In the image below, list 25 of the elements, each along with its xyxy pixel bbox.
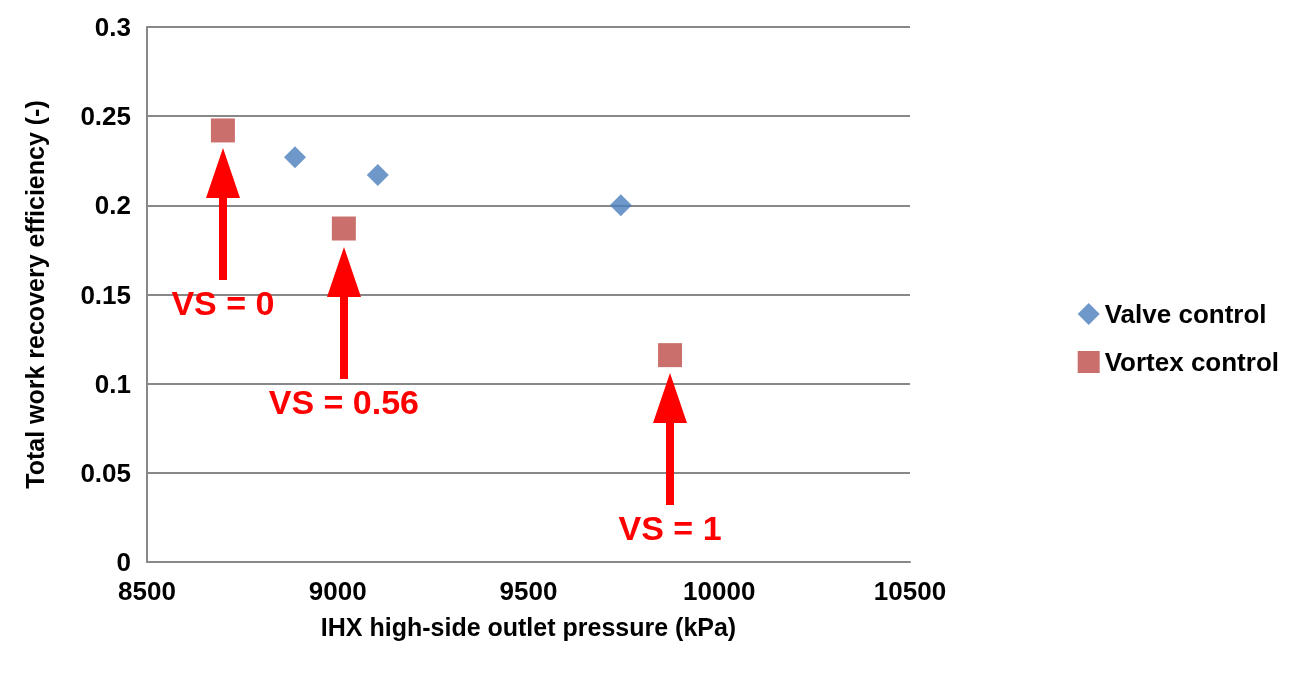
x-tick-label: 9000	[308, 576, 367, 606]
x-tick-label: 9500	[499, 576, 558, 606]
annotation: VS = 0	[171, 284, 275, 324]
y-tick-label: 0.2	[94, 190, 131, 221]
point	[210, 118, 235, 143]
annotation: VS = 0.56	[268, 382, 419, 422]
x-axis-title: IHX high-side outlet pressure (kPa)	[320, 612, 737, 641]
x-tick-label: 8500	[118, 576, 176, 606]
x-tick-label: 10000	[683, 576, 756, 606]
point	[658, 343, 683, 368]
x-tick-label: 10500	[873, 576, 947, 606]
y-tick-label: 0.25	[80, 101, 131, 132]
point	[366, 164, 389, 187]
y-tick-label: 0.3	[94, 12, 131, 42]
y-axis-title: Total work recovery efficiency (-)	[20, 100, 49, 489]
y-tick-label: 0	[116, 547, 131, 577]
point	[284, 146, 307, 169]
y-tick-label: 0.1	[94, 368, 131, 399]
y-tick-label: 0.15	[80, 279, 131, 310]
y-tick-label: 0.05	[80, 457, 131, 488]
legend-label: Vortex control	[1104, 347, 1280, 377]
legend-label: Valve control	[1104, 299, 1267, 329]
point	[609, 194, 632, 217]
point	[331, 216, 356, 241]
annotation: VS = 1	[618, 509, 722, 549]
